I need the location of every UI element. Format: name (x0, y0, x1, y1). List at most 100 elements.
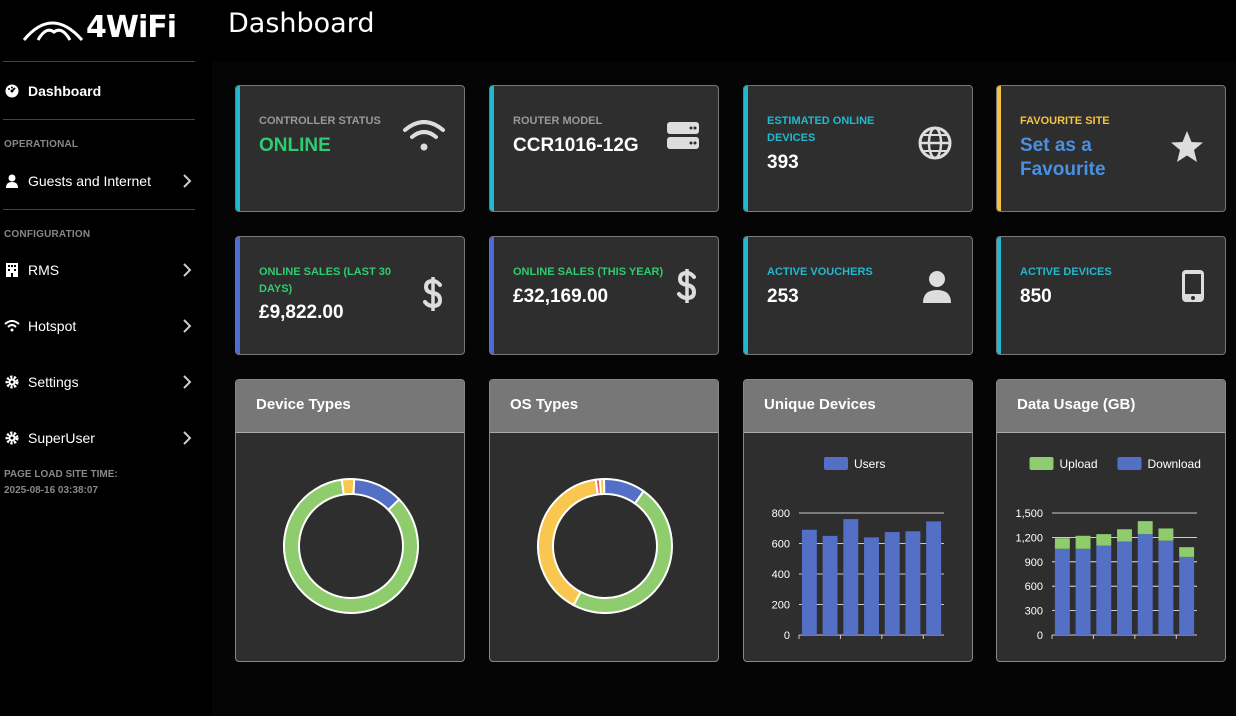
bar[interactable] (801, 529, 817, 635)
bar[interactable] (1096, 534, 1112, 546)
bar[interactable] (822, 535, 838, 635)
nav-dashboard[interactable]: Dashboard (4, 80, 196, 102)
brand-name: 4WiFi (86, 9, 177, 45)
gear-icon (4, 374, 20, 390)
os-types-chart[interactable] (490, 433, 719, 662)
card-label: ROUTER MODEL (513, 115, 603, 127)
bar[interactable] (1075, 535, 1091, 549)
bar[interactable] (843, 519, 859, 635)
y-tick-label: 600 (772, 539, 790, 551)
panel-header: OS Types (490, 380, 718, 433)
card-value: CCR1016-12G (513, 135, 639, 156)
nav-hotspot[interactable]: Hotspot (4, 315, 196, 337)
panel-header: Device Types (236, 380, 464, 433)
user-icon (4, 173, 20, 189)
dollar-icon (677, 269, 697, 303)
nav-settings-label: Settings (28, 374, 79, 390)
device-types-chart[interactable] (236, 433, 465, 662)
unique-devices-chart[interactable]: Users 800 600 400 200 0 (744, 433, 973, 662)
y-tick-label: 300 (1025, 606, 1043, 618)
card-accent (744, 86, 748, 211)
globe-icon (918, 126, 952, 160)
card-online-sales-30-days[interactable]: ONLINE SALES (LAST 30 DAYS) £9,822.00 (235, 236, 465, 355)
card-accent (490, 86, 494, 211)
pie-slice[interactable] (283, 478, 419, 614)
page-title: Dashboard (228, 8, 375, 39)
card-label: ONLINE SALES (LAST 30 DAYS) (259, 266, 392, 295)
bar[interactable] (864, 537, 879, 635)
bar[interactable] (1179, 547, 1195, 557)
nav-settings[interactable]: Settings (4, 371, 196, 393)
card-value: 253 (767, 286, 799, 307)
panel-title: OS Types (510, 396, 579, 413)
bar[interactable] (1158, 540, 1174, 635)
chevron-right-icon (183, 375, 192, 389)
brand-logo[interactable]: 4WiFi (22, 9, 177, 45)
bar[interactable] (1117, 529, 1132, 542)
bar[interactable] (1137, 534, 1153, 635)
nav-rms-label: RMS (28, 262, 60, 278)
bar[interactable] (1117, 541, 1132, 635)
card-active-vouchers[interactable]: ACTIVE VOUCHERS 253 (743, 236, 973, 355)
bar[interactable] (1179, 556, 1195, 635)
chevron-right-icon (183, 319, 192, 333)
pie-slice[interactable] (537, 478, 599, 607)
building-icon (4, 262, 20, 278)
card-label: ACTIVE DEVICES (1020, 266, 1112, 278)
bar[interactable] (1158, 528, 1174, 541)
card-label: CONTROLLER STATUS (259, 115, 381, 127)
y-tick-label: 1,200 (1015, 532, 1043, 544)
data-usage-chart[interactable]: Upload Download 1,500 1,200 900 600 300 0 (997, 433, 1226, 662)
card-favourite-site[interactable]: FAVOURITE SITE Set as a Favourite (996, 85, 1226, 212)
panel-data-usage: Data Usage (GB) Upload Download 1,500 1,200… (996, 379, 1226, 662)
card-estimated-online-devices[interactable]: ESTIMATED ONLINE DEVICES 393 (743, 85, 973, 212)
divider (3, 61, 195, 62)
bar[interactable] (1054, 538, 1070, 549)
bar[interactable] (884, 532, 900, 635)
card-accent (236, 86, 240, 211)
card-label: ACTIVE VOUCHERS (767, 266, 873, 278)
star-icon[interactable] (1169, 130, 1205, 164)
chevron-right-icon (183, 431, 192, 445)
nav-hotspot-label: Hotspot (28, 318, 77, 334)
pie-slice[interactable] (572, 490, 673, 614)
load-time-label: PAGE LOAD SITE TIME: (4, 469, 118, 480)
bar[interactable] (926, 521, 942, 635)
card-controller-status[interactable]: CONTROLLER STATUS ONLINE (235, 85, 465, 212)
card-online-sales-year[interactable]: ONLINE SALES (THIS YEAR) £32,169.00 (489, 236, 719, 355)
y-tick-label: 0 (1037, 630, 1043, 642)
nav-superuser[interactable]: SuperUser (4, 427, 196, 449)
card-router-model[interactable]: ROUTER MODEL CCR1016-12G (489, 85, 719, 212)
card-accent (997, 237, 1001, 354)
nav-dashboard-label: Dashboard (28, 83, 102, 99)
panel-header: Unique Devices (744, 380, 972, 433)
y-tick-label: 900 (1025, 557, 1043, 569)
bar[interactable] (1096, 545, 1112, 635)
card-label: ESTIMATED ONLINE DEVICES (767, 115, 875, 144)
panel-device-types: Device Types (235, 379, 465, 662)
divider (3, 119, 195, 120)
bar[interactable] (1137, 521, 1153, 535)
card-active-devices[interactable]: ACTIVE DEVICES 850 (996, 236, 1226, 355)
card-label: ONLINE SALES (THIS YEAR) (513, 266, 664, 278)
panel-os-types: OS Types (489, 379, 719, 662)
legend-label: Download (1148, 457, 1201, 471)
favourite-link[interactable]: Set as a Favourite (1020, 135, 1106, 180)
mobile-icon (1182, 270, 1204, 302)
nav-rms[interactable]: RMS (4, 259, 196, 281)
bar[interactable] (1054, 548, 1070, 635)
nav-guests-internet[interactable]: Guests and Internet (4, 170, 196, 192)
panel-title: Device Types (256, 396, 351, 413)
card-value: 850 (1020, 286, 1052, 307)
nav-guests-label: Guests and Internet (28, 173, 151, 189)
panel-unique-devices: Unique Devices Users 800 600 400 200 0 (743, 379, 973, 662)
section-operational: OPERATIONAL (4, 139, 79, 150)
bar[interactable] (905, 531, 921, 635)
y-tick-label: 200 (772, 600, 790, 612)
card-value: 393 (767, 152, 799, 173)
chevron-right-icon (183, 174, 192, 188)
bar[interactable] (1075, 548, 1091, 635)
dashboard-icon (4, 83, 20, 99)
y-tick-label: 0 (784, 630, 790, 642)
card-value: £32,169.00 (513, 286, 609, 307)
